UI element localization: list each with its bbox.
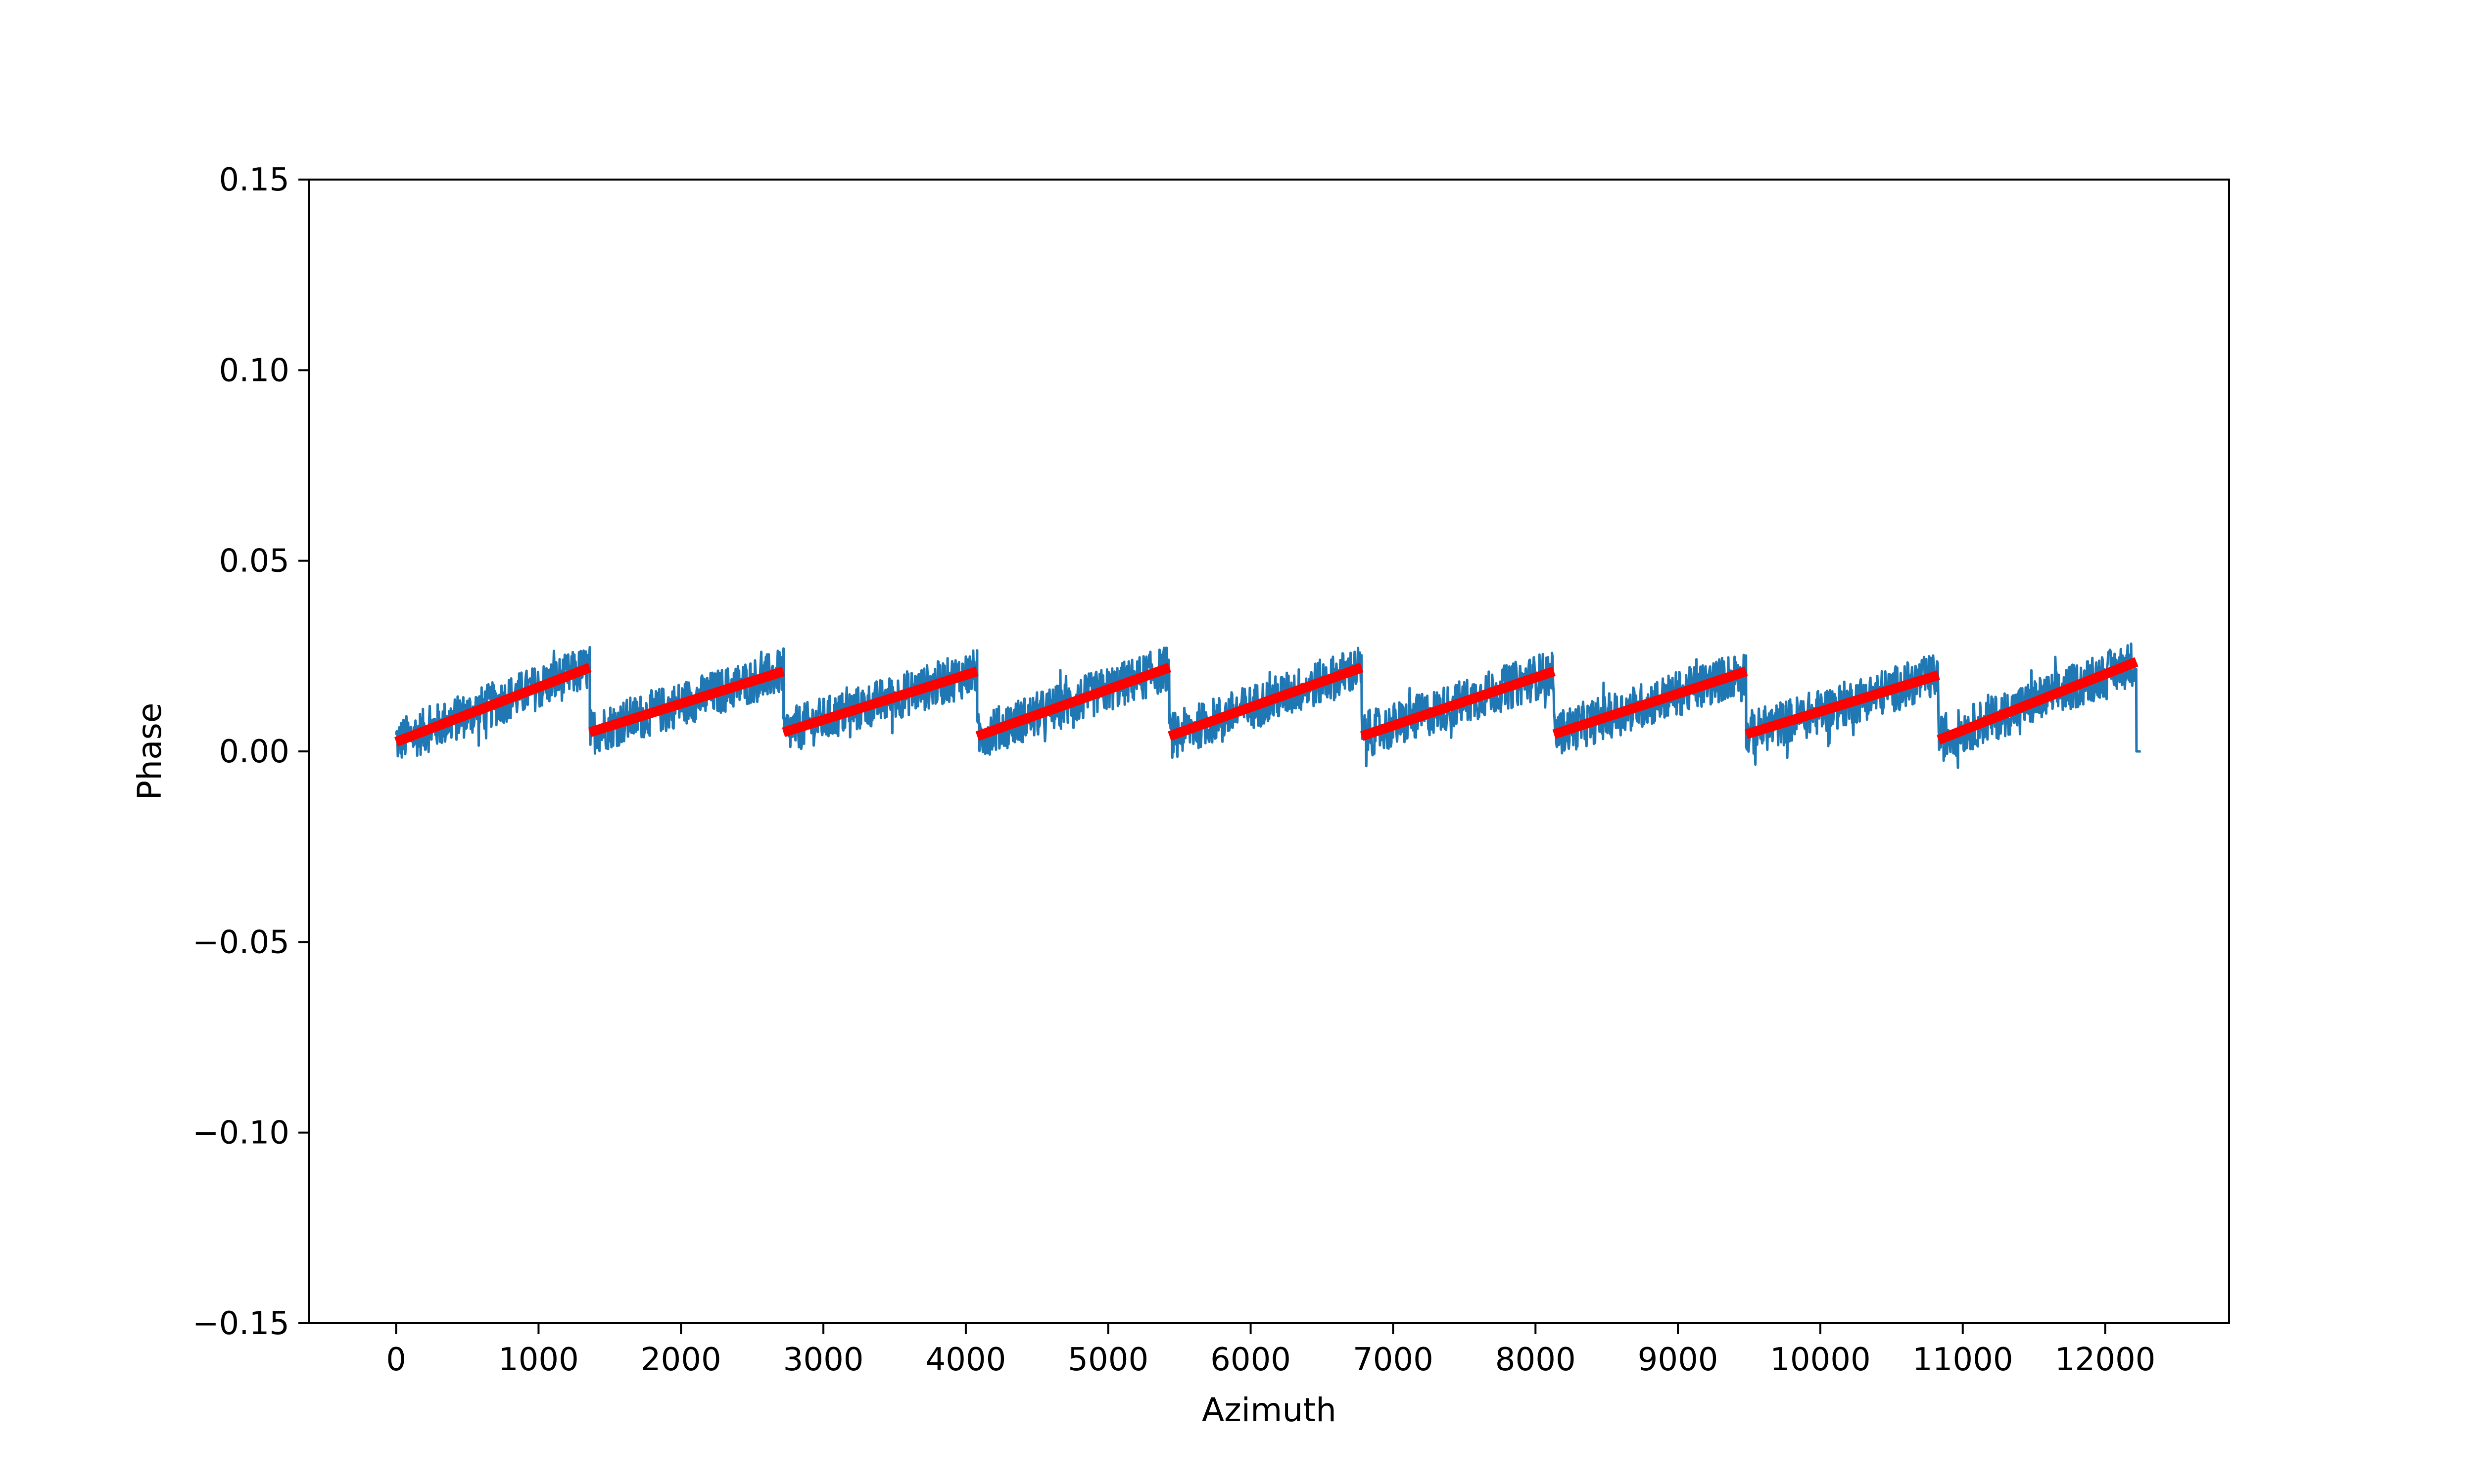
linear-fit-line bbox=[1745, 670, 1940, 739]
x-axis-label: Azimuth bbox=[1202, 1391, 1336, 1429]
x-tick-label: 0 bbox=[386, 1342, 406, 1378]
x-tick-label: 7000 bbox=[1353, 1342, 1433, 1378]
y-tick-label: −0.10 bbox=[192, 1115, 289, 1152]
linear-fit-line bbox=[588, 666, 785, 738]
linear-fit-line bbox=[1360, 666, 1556, 741]
y-axis-ticks: −0.15 −0.10 −0.05 0.00 0.05 0.10 0.15 bbox=[192, 162, 309, 1342]
y-tick-label: 0.00 bbox=[219, 734, 290, 770]
x-tick-label: 5000 bbox=[1068, 1342, 1148, 1378]
linear-fit-line bbox=[394, 663, 592, 747]
linear-fit-line bbox=[782, 666, 979, 738]
linear-fit-line bbox=[1168, 663, 1364, 741]
x-tick-label: 10000 bbox=[1770, 1342, 1871, 1378]
x-tick-label: 12000 bbox=[2055, 1342, 2156, 1378]
y-tick-label: −0.05 bbox=[192, 924, 289, 961]
phase-series-line bbox=[395, 642, 2141, 769]
y-tick-label: −0.15 bbox=[192, 1305, 289, 1342]
y-tick-label: 0.15 bbox=[219, 162, 290, 198]
x-axis-ticks: 0 1000 2000 3000 4000 5000 6000 7000 8000 9000 100… bbox=[386, 1323, 2155, 1378]
x-tick-label: 9000 bbox=[1638, 1342, 1718, 1378]
x-tick-label: 3000 bbox=[783, 1342, 864, 1378]
x-tick-label: 4000 bbox=[925, 1342, 1006, 1378]
linear-fit-line bbox=[1552, 666, 1748, 739]
y-tick-label: 0.10 bbox=[219, 352, 290, 389]
x-tick-label: 1000 bbox=[498, 1342, 579, 1378]
plot-area bbox=[394, 642, 2141, 769]
linear-fit-line bbox=[1937, 657, 2139, 745]
x-tick-label: 8000 bbox=[1495, 1342, 1576, 1378]
x-tick-label: 6000 bbox=[1210, 1342, 1291, 1378]
linear-fit-line bbox=[975, 663, 1171, 741]
y-tick-label: 0.05 bbox=[219, 543, 290, 580]
y-axis-label: Phase bbox=[131, 702, 169, 800]
x-tick-label: 11000 bbox=[1912, 1342, 2013, 1378]
x-tick-label: 2000 bbox=[641, 1342, 721, 1378]
